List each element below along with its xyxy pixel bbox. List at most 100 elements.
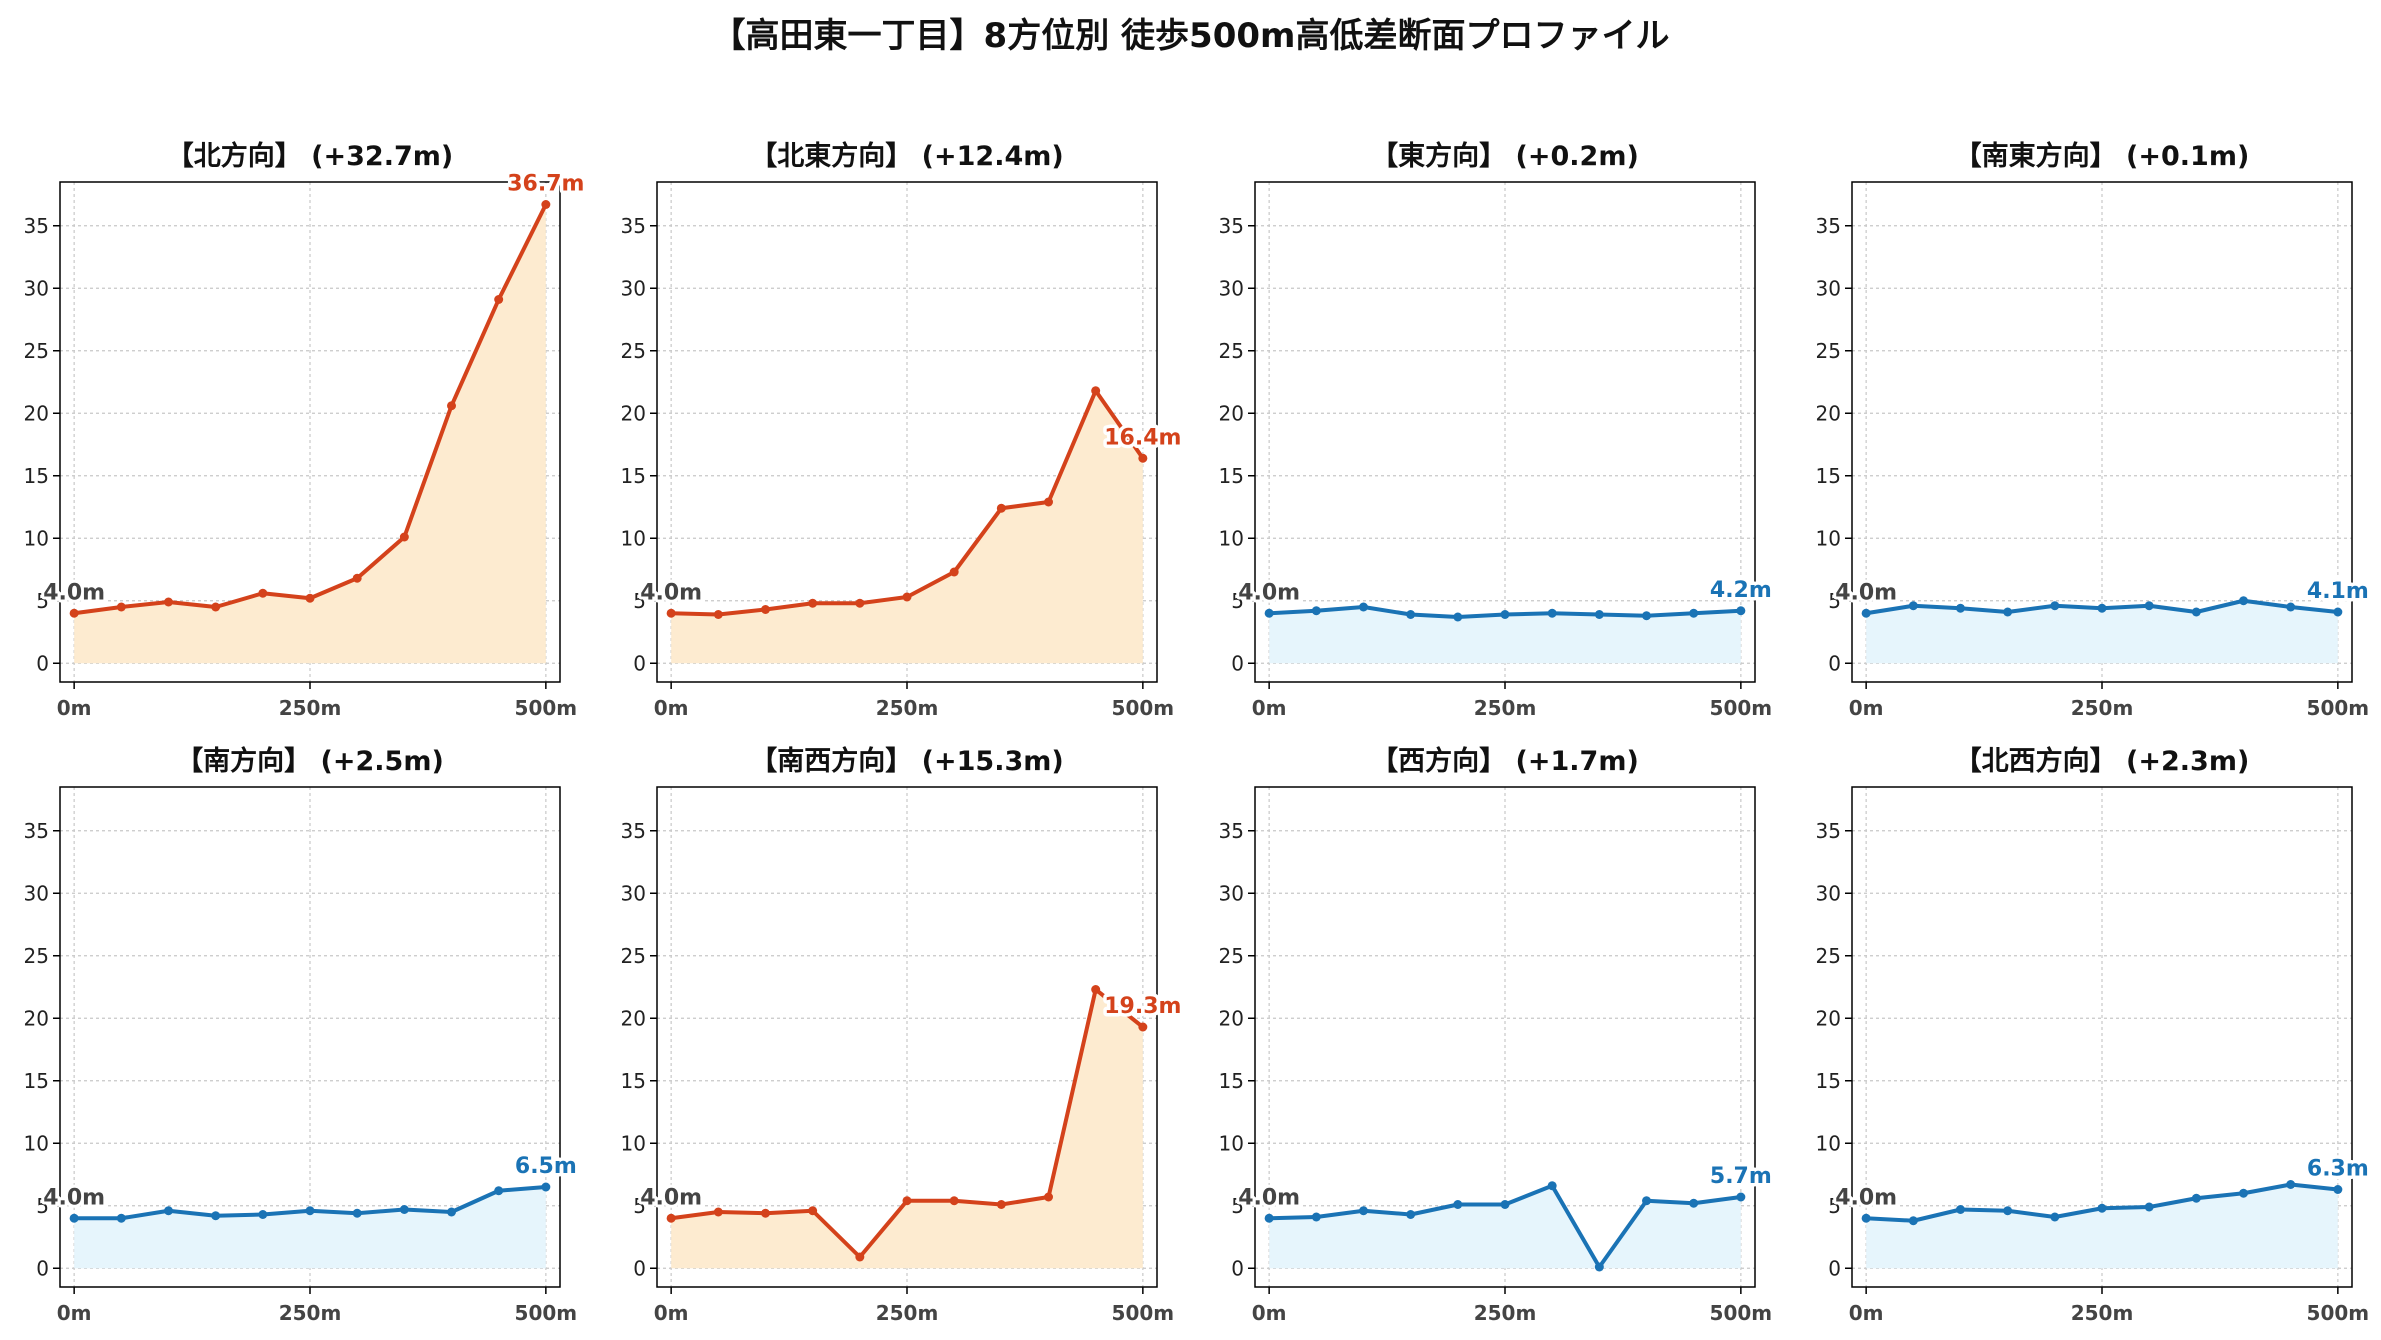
end-label: 36.7m [507, 172, 584, 197]
y-tick-label: 10 [1219, 526, 1244, 550]
y-tick-label: 15 [1219, 464, 1244, 488]
y-tick-label: 0 [1231, 651, 1244, 675]
x-tick-label: 250m [876, 1301, 939, 1325]
panel-title: 【南方向】 (+2.5m) [176, 745, 444, 777]
y-tick-label: 15 [1219, 1069, 1244, 1093]
y-tick-label: 25 [24, 944, 49, 968]
end-label: 6.5m [515, 1154, 577, 1179]
start-label: 4.0m [43, 1185, 105, 1210]
data-point [2333, 607, 2343, 617]
figure-title: 【高田東一丁目】8方位別 徒歩500m高低差断面プロファイル [711, 16, 1670, 56]
start-label: 4.0m [1238, 580, 1300, 605]
y-tick-label: 35 [1219, 819, 1244, 843]
data-point [352, 1208, 362, 1218]
data-point [1453, 612, 1463, 622]
x-tick-label: 500m [515, 696, 578, 720]
data-point [949, 1196, 959, 1206]
y-tick-label: 15 [621, 464, 646, 488]
data-point [1264, 1213, 1274, 1223]
data-point [494, 1186, 504, 1196]
y-tick-label: 35 [621, 214, 646, 238]
data-point [2144, 601, 2154, 611]
data-point [1861, 1213, 1871, 1223]
data-point [666, 608, 676, 618]
data-point [2050, 601, 2060, 611]
data-point [855, 598, 865, 608]
data-point [2050, 1212, 2060, 1222]
data-point [1406, 610, 1416, 619]
y-tick-label: 0 [633, 1256, 646, 1280]
end-label: 4.1m [2307, 579, 2369, 604]
data-point [116, 602, 126, 612]
end-label: 6.3m [2307, 1157, 2369, 1182]
panel-5: 【南方向】 (+2.5m) 0 5 10 15 20 25 30 35 0m 250m 500m 4.0… [24, 745, 581, 1325]
data-point [1908, 601, 1918, 611]
panel-1: 【北方向】 (+32.7m) 0 5 10 15 20 25 30 35 0m 250m 500m 4.… [24, 140, 588, 720]
data-point [1955, 1205, 1965, 1214]
data-point [2286, 1180, 2296, 1189]
x-tick-label: 0m [57, 1301, 92, 1325]
y-tick-label: 35 [24, 819, 49, 843]
y-tick-label: 30 [24, 276, 49, 300]
data-point [902, 1196, 912, 1206]
data-point [808, 1206, 818, 1216]
x-tick-label: 500m [1710, 696, 1773, 720]
data-point [1138, 453, 1148, 463]
data-point [1091, 386, 1101, 396]
data-point [2097, 603, 2107, 613]
start-label: 4.0m [43, 580, 105, 605]
y-tick-label: 10 [621, 1131, 646, 1155]
data-point [2003, 1206, 2013, 1216]
data-point [211, 602, 221, 612]
data-point [1044, 497, 1054, 507]
x-tick-label: 250m [1474, 696, 1537, 720]
y-tick-label: 0 [36, 1256, 49, 1280]
y-tick-label: 0 [1828, 651, 1841, 675]
data-point [399, 1205, 409, 1214]
y-tick-label: 30 [24, 881, 49, 905]
data-point [760, 605, 770, 614]
data-point [447, 401, 457, 411]
x-tick-label: 250m [1474, 1301, 1537, 1325]
area-fill [671, 989, 1143, 1269]
x-tick-label: 500m [515, 1301, 578, 1325]
area-fill [1866, 1184, 2338, 1269]
data-point [305, 1206, 315, 1216]
y-tick-label: 0 [633, 651, 646, 675]
y-tick-label: 10 [1219, 1131, 1244, 1155]
start-label: 4.0m [640, 580, 702, 605]
y-tick-label: 10 [24, 526, 49, 550]
data-point [1091, 985, 1101, 994]
y-tick-label: 20 [1219, 401, 1244, 425]
data-point [2286, 602, 2296, 612]
y-tick-label: 10 [24, 1131, 49, 1155]
x-tick-label: 250m [876, 696, 939, 720]
data-point [211, 1211, 221, 1221]
start-label: 4.0m [1835, 580, 1897, 605]
start-label: 4.0m [1835, 1185, 1897, 1210]
y-tick-label: 0 [36, 651, 49, 675]
data-point [2239, 596, 2249, 606]
y-tick-label: 5 [36, 1194, 49, 1218]
x-tick-label: 250m [279, 696, 342, 720]
x-tick-label: 0m [1849, 1301, 1884, 1325]
y-tick-label: 20 [24, 401, 49, 425]
data-point [447, 1207, 457, 1217]
y-tick-label: 15 [24, 1069, 49, 1093]
y-tick-label: 20 [1219, 1006, 1244, 1030]
data-point [1908, 1216, 1918, 1226]
data-point [996, 1200, 1006, 1209]
data-point [116, 1213, 126, 1223]
area-fill [1269, 607, 1741, 664]
data-point [1736, 1192, 1746, 1202]
data-point [1642, 1196, 1652, 1206]
data-point [1955, 603, 1965, 613]
y-tick-label: 35 [24, 214, 49, 238]
x-tick-label: 0m [654, 696, 689, 720]
y-tick-label: 5 [1231, 1194, 1244, 1218]
y-tick-label: 25 [1219, 339, 1244, 363]
y-tick-label: 0 [1231, 1256, 1244, 1280]
panel-title: 【西方向】 (+1.7m) [1371, 745, 1639, 777]
x-tick-label: 500m [1112, 696, 1175, 720]
end-label: 4.2m [1710, 578, 1772, 603]
